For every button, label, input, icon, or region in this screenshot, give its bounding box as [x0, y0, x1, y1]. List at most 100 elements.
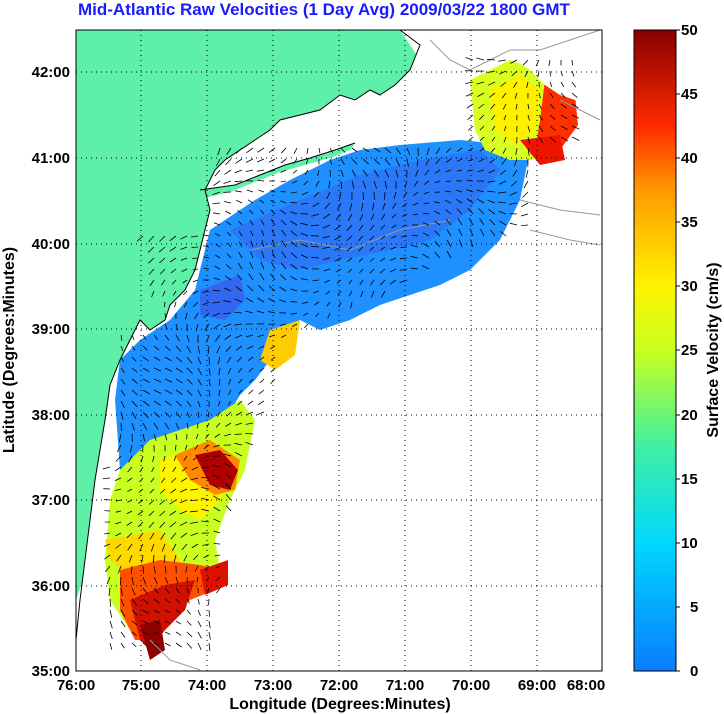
y-tick-label: 41:00 — [32, 150, 70, 167]
velocity-arrow — [148, 235, 155, 243]
velocity-arrow — [467, 169, 474, 172]
velocity-arrow — [129, 444, 133, 453]
velocity-arrow — [160, 532, 166, 540]
velocity-arrow — [457, 218, 463, 226]
velocity-arrow — [271, 229, 276, 237]
velocity-arrow — [300, 243, 309, 248]
velocity-arrow — [458, 228, 463, 237]
velocity-arrow — [213, 212, 221, 215]
velocity-arrow — [571, 81, 577, 88]
velocity-arrow — [329, 169, 331, 177]
velocity-arrow — [195, 433, 199, 440]
velocity-arrow — [560, 70, 563, 77]
velocity-arrow — [522, 191, 529, 198]
velocity-arrow — [257, 334, 265, 337]
velocity-arrow — [370, 213, 375, 221]
velocity-arrow — [340, 169, 344, 177]
velocity-arrow — [215, 243, 221, 248]
velocity-arrow — [300, 266, 309, 270]
velocity-arrow — [164, 422, 170, 430]
velocity-arrow — [131, 576, 134, 585]
velocity-arrow — [148, 268, 155, 275]
velocity-arrow — [137, 510, 144, 516]
colorbar-tick-label: 5 — [690, 599, 698, 616]
velocity-arrow — [102, 466, 111, 470]
velocity-arrow — [214, 169, 221, 177]
velocity-arrow — [201, 508, 210, 512]
velocity-arrow — [153, 356, 161, 361]
velocity-arrow — [172, 466, 177, 473]
velocity-arrow — [478, 208, 485, 215]
velocity-arrow — [245, 158, 254, 163]
velocity-arrow — [246, 345, 254, 350]
velocity-arrow — [465, 57, 474, 61]
velocity-arrow — [120, 642, 125, 649]
velocity-arrow — [160, 488, 166, 494]
velocity-arrow — [270, 367, 276, 373]
velocity-arrow — [434, 210, 441, 215]
velocity-arrow — [203, 444, 210, 450]
velocity-arrow — [369, 235, 375, 241]
velocity-arrow — [434, 251, 441, 259]
velocity-arrow — [370, 290, 375, 298]
velocity-arrow — [351, 158, 358, 165]
velocity-arrow — [175, 609, 181, 614]
velocity-arrow — [422, 253, 430, 259]
velocity-arrow — [380, 235, 386, 240]
velocity-arrow — [358, 224, 364, 232]
velocity-arrow — [131, 411, 137, 420]
velocity-arrow — [327, 312, 331, 319]
velocity-arrow — [478, 103, 485, 109]
velocity-arrow — [127, 488, 133, 493]
velocity-arrow — [369, 257, 375, 262]
velocity-arrow — [478, 158, 485, 163]
velocity-arrow — [466, 189, 474, 193]
velocity-arrow — [228, 389, 232, 395]
velocity-arrow — [560, 125, 568, 131]
velocity-arrow — [538, 125, 544, 132]
y-tick-label: 42:00 — [32, 64, 70, 81]
velocity-arrow — [416, 158, 419, 167]
velocity-arrow — [179, 499, 188, 504]
velocity-arrow — [226, 147, 232, 155]
velocity-arrow — [392, 202, 397, 209]
velocity-arrow — [259, 378, 265, 384]
velocity-arrow — [525, 169, 529, 178]
velocity-arrow — [190, 532, 199, 536]
velocity-arrow — [186, 609, 191, 615]
velocity-arrow — [169, 257, 177, 263]
velocity-arrow — [223, 312, 232, 315]
velocity-arrow — [390, 246, 397, 250]
velocity-arrow — [318, 147, 321, 154]
velocity-arrow — [300, 202, 309, 205]
map-grid — [76, 30, 602, 671]
velocity-arrow — [281, 251, 287, 259]
velocity-arrow — [175, 422, 180, 430]
velocity-arrow — [434, 169, 441, 174]
velocity-arrow — [153, 631, 159, 635]
velocity-arrow — [214, 334, 221, 342]
velocity-arrow — [228, 378, 232, 385]
velocity-arrow — [290, 220, 298, 226]
velocity-arrow — [406, 158, 409, 167]
velocity-arrow — [256, 411, 265, 416]
velocity-arrow — [190, 477, 199, 481]
velocity-arrow — [190, 521, 199, 524]
velocity-arrow — [142, 433, 146, 442]
velocity-arrow — [434, 230, 441, 237]
velocity-arrow — [467, 207, 474, 215]
velocity-arrow — [203, 245, 210, 248]
velocity-arrow — [179, 510, 188, 515]
velocity-arrow — [173, 554, 177, 563]
velocity-arrow — [467, 114, 474, 121]
colorbar: 50 45 40 35 30 25 20 15 10 5 0 Surface V… — [633, 22, 722, 680]
velocity-arrow — [208, 356, 210, 365]
velocity-arrow — [395, 158, 401, 167]
velocity-arrow — [246, 147, 254, 154]
velocity-arrow — [234, 334, 243, 339]
velocity-arrow — [245, 433, 254, 435]
velocity-arrow — [120, 345, 124, 352]
velocity-arrow — [227, 400, 232, 406]
velocity-arrow — [380, 224, 386, 230]
